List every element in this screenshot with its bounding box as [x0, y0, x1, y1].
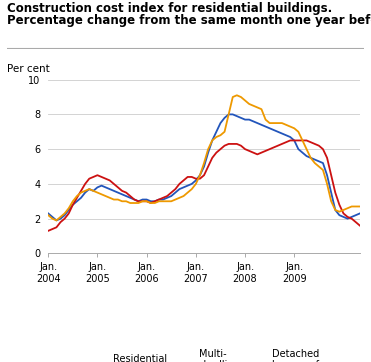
Legend: Residential
buildings, Multi-
dwelling
houses, Detached
houses of
wood: Residential buildings, Multi- dwelling h…	[89, 349, 319, 362]
Text: Per cent: Per cent	[7, 64, 50, 74]
Text: Construction cost index for residential buildings.: Construction cost index for residential …	[7, 2, 333, 15]
Text: Percentage change from the same month one year before: Percentage change from the same month on…	[7, 14, 371, 28]
